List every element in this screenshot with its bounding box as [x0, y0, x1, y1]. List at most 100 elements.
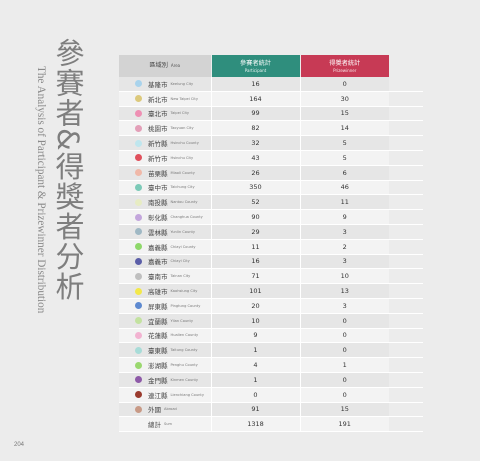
- participants-cell: 16: [210, 254, 300, 270]
- row-spacer: [389, 165, 423, 181]
- participants-cell: 10: [210, 313, 300, 329]
- region-name-en: Taichung City: [170, 185, 195, 190]
- region-cell: 金門縣 Kinmen County: [119, 372, 211, 388]
- total-label-zh: 總計: [148, 421, 161, 430]
- participants-cell: 91: [210, 402, 300, 418]
- region-name-en: Abroad: [164, 407, 177, 412]
- region-name-zh: 嘉義縣: [148, 243, 168, 252]
- region-name-en: Taipei City: [170, 111, 189, 116]
- region-name-en: Taoyuan City: [170, 126, 194, 131]
- table-row-total: 總計 Sum 1318 191: [119, 416, 423, 433]
- page-title-english: The Analysis of Participant & Prizewinne…: [35, 66, 47, 314]
- region-name-zh: 連江縣: [148, 391, 168, 400]
- table-row: 臺北市 Taipei City 99 15: [119, 106, 423, 122]
- region-cell: 臺東縣 Taitung County: [119, 342, 211, 359]
- table-row: 南投縣 Nantou County 52 11: [119, 194, 423, 211]
- table-body: 基隆市 Keelung City 16 0 新北市 New Taipei City 164 3…: [119, 77, 423, 433]
- winners-cell: 15: [299, 106, 389, 122]
- row-spacer: [389, 209, 423, 225]
- region-cell: 苗栗縣 Miaoli County: [119, 165, 211, 181]
- region-name-en: Pingtung County: [170, 303, 201, 308]
- participants-cell: 32: [210, 135, 300, 151]
- region-cell: 新竹市 Hsinchu City: [119, 150, 211, 166]
- region-name-zh: 臺東縣: [148, 347, 168, 356]
- total-region-cell: 總計 Sum: [119, 416, 211, 433]
- region-name-zh: 彰化縣: [148, 214, 168, 223]
- table-row: 嘉義縣 Chiayi County 11 2: [119, 239, 423, 255]
- participants-cell: 90: [210, 209, 300, 225]
- participants-cell: 350: [210, 180, 300, 196]
- region-cell: 新北市 New Taipei City: [119, 91, 211, 107]
- winners-cell: 6: [299, 165, 389, 181]
- table-row: 花蓮縣 Hualien County 9 0: [119, 328, 423, 344]
- region-cell: 宜蘭縣 Yilan County: [119, 313, 211, 329]
- winners-cell: 0: [299, 313, 389, 329]
- region-cell: 臺北市 Taipei City: [119, 106, 211, 122]
- header-participants-zh: 參賽者統計: [240, 59, 271, 67]
- region-name-zh: 新北市: [148, 95, 168, 104]
- region-name-zh: 新竹縣: [148, 140, 168, 149]
- region-cell: 花蓮縣 Hualien County: [119, 328, 211, 344]
- region-name-zh: 外國: [148, 406, 161, 415]
- region-name-en: New Taipei City: [170, 96, 198, 101]
- table-row: 基隆市 Keelung City 16 0: [119, 77, 423, 92]
- row-spacer: [389, 387, 423, 403]
- table-row: 連江縣 Lienchiang County 0 0: [119, 387, 423, 403]
- row-spacer: [389, 402, 423, 418]
- region-color-dot-icon: [135, 272, 142, 280]
- participants-cell: 52: [210, 194, 300, 211]
- table-row: 澎湖縣 Penghu County 4 1: [119, 357, 423, 373]
- row-spacer: [389, 120, 423, 137]
- row-spacer: [389, 313, 423, 329]
- region-name-en: Hsinchu County: [170, 141, 199, 146]
- row-spacer: [389, 239, 423, 255]
- winners-cell: 9: [299, 209, 389, 225]
- region-name-en: Miaoli County: [170, 170, 195, 175]
- winners-cell: 5: [299, 150, 389, 166]
- page-title-chinese: 參賽者&得獎者分析: [51, 38, 85, 302]
- region-name-en: Penghu County: [170, 363, 198, 368]
- participants-cell: 82: [210, 120, 300, 137]
- participants-cell: 11: [210, 239, 300, 255]
- winners-cell: 3: [299, 298, 389, 314]
- participants-cell: 71: [210, 268, 300, 285]
- total-label-en: Sum: [164, 422, 173, 427]
- header-winners-en: Prizewinner: [333, 67, 357, 73]
- table-row: 臺南市 Tainan City 71 10: [119, 268, 423, 285]
- row-spacer: [389, 283, 423, 299]
- region-cell: 屏東縣 Pingtung County: [119, 298, 211, 314]
- region-name-en: Tainan City: [170, 274, 191, 279]
- region-name-zh: 臺南市: [148, 273, 168, 282]
- header-region-en: Area: [170, 63, 181, 68]
- participants-cell: 1: [210, 342, 300, 359]
- winners-cell: 2: [299, 239, 389, 255]
- participants-cell: 101: [210, 283, 300, 299]
- table-row: 臺中市 Taichung City 350 46: [119, 180, 423, 196]
- row-spacer: [389, 106, 423, 122]
- region-color-dot-icon: [135, 80, 142, 88]
- row-spacer: [389, 224, 423, 240]
- region-cell: 澎湖縣 Penghu County: [119, 357, 211, 373]
- region-color-dot-icon: [135, 376, 142, 384]
- winners-cell: 0: [299, 342, 389, 359]
- region-color-dot-icon: [135, 346, 142, 354]
- region-color-dot-icon: [135, 257, 142, 265]
- winners-cell: 5: [299, 135, 389, 151]
- table-row: 桃園市 Taoyuan City 82 14: [119, 120, 423, 137]
- participants-cell: 29: [210, 224, 300, 240]
- winners-cell: 3: [299, 224, 389, 240]
- region-cell: 嘉義縣 Chiayi County: [119, 239, 211, 255]
- winners-cell: 10: [299, 268, 389, 285]
- row-spacer: [389, 194, 423, 211]
- table-row: 外國 Abroad 91 15: [119, 402, 423, 418]
- region-cell: 新竹縣 Hsinchu County: [119, 135, 211, 151]
- total-winners: 191: [299, 416, 389, 433]
- region-name-zh: 花蓮縣: [148, 332, 168, 341]
- total-participants: 1318: [210, 416, 300, 433]
- region-name-en: Kinmen County: [170, 377, 199, 382]
- table-row: 屏東縣 Pingtung County 20 3: [119, 298, 423, 314]
- region-name-en: Changhua County: [170, 215, 203, 220]
- region-color-dot-icon: [135, 109, 142, 117]
- table-row: 彰化縣 Changhua County 90 9: [119, 209, 423, 225]
